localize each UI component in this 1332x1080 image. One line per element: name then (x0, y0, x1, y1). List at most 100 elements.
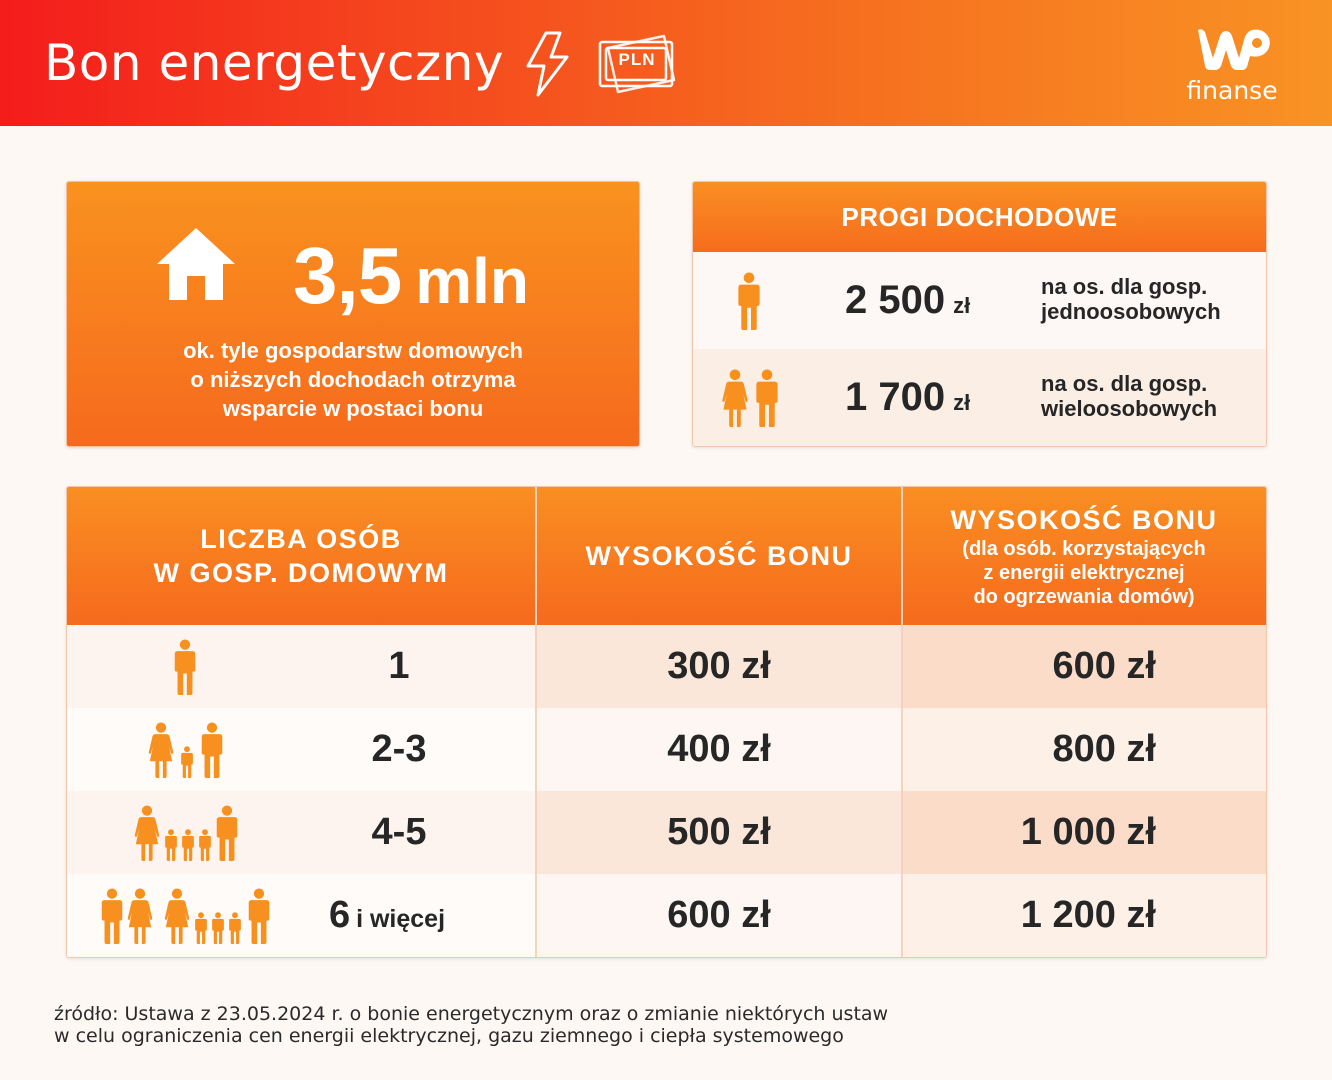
voucher-heating-cell: 1 000 zł (902, 791, 1266, 874)
woman-icon (127, 888, 153, 944)
child-icon (195, 912, 207, 944)
man-icon (756, 369, 778, 427)
threshold-note-line: wieloosobowych (1041, 396, 1218, 421)
stat-desc-line: wsparcie w postaci bonu (222, 396, 484, 421)
voucher-heating-amount: 800 zł (1052, 728, 1156, 770)
households-stat-card: 3,5 mln ok. tyle gospodarstw domowych o n… (66, 181, 640, 447)
source-note: źródło: Ustawa z 23.05.2024 r. o bonie e… (54, 1003, 888, 1047)
man-icon (174, 639, 196, 695)
voucher-heating-cell: 800 zł (902, 708, 1266, 791)
voucher-amount-cell: 500 zł (536, 791, 902, 874)
household-size-cell: 2-3 (67, 708, 535, 791)
lightning-bolt-icon (526, 31, 569, 97)
threshold-note-line: na os. dla gosp. (1041, 274, 1208, 299)
man-icon (738, 272, 760, 330)
header-subline: z energii elektrycznej (983, 562, 1185, 584)
threshold-value: 1 700 (845, 375, 946, 419)
voucher-amount-cell: 300 zł (536, 625, 902, 708)
threshold-row-single: 2 500 zł na os. dla gosp. jednoosobowych (693, 252, 1266, 349)
household-count: 1 (319, 645, 479, 688)
page-title: Bon energetyczny (44, 34, 505, 92)
wp-logo-icon (1198, 29, 1270, 70)
source-line: źródło: Ustawa z 23.05.2024 r. o bonie e… (54, 1003, 889, 1025)
header-voucher-amount: WYSOKOŚĆ BONU (536, 487, 902, 625)
header-household-size: LICZBA OSÓB W GOSP. DOMOWYM (67, 487, 535, 625)
household-size-cell: 1 (67, 625, 535, 708)
voucher-amount-cell: 400 zł (536, 708, 902, 791)
income-thresholds-panel: PROGI DOCHODOWE 2 500 zł na os. dla gosp.… (692, 181, 1267, 447)
child-icon (229, 912, 241, 944)
voucher-amount-table: LICZBA OSÓB W GOSP. DOMOWYM WYSOKOŚĆ BON… (66, 486, 1267, 958)
man-icon (101, 888, 123, 944)
table-row: 1 300 zł 600 zł (67, 625, 1266, 708)
threshold-currency: zł (953, 390, 971, 415)
header-line: LICZBA OSÓB (200, 524, 402, 554)
table-row: 2-3 400 zł 800 zł (67, 708, 1266, 791)
child-icon (212, 912, 224, 944)
child-icon (182, 829, 194, 861)
child-icon (181, 746, 193, 778)
woman-icon (134, 805, 160, 861)
threshold-amount: 2 500 zł (845, 278, 970, 323)
house-icon (157, 228, 235, 300)
count-value: 4-5 (371, 811, 427, 853)
count-value: 6 (328, 894, 351, 936)
header-banner: Bon energetyczny PLN finanse (0, 0, 1332, 126)
voucher-amount: 300 zł (667, 645, 771, 687)
column-divider (901, 487, 903, 957)
voucher-heating-amount: 1 000 zł (1020, 811, 1156, 853)
threshold-row-multi: 1 700 zł na os. dla gosp. wieloosobowych (693, 349, 1266, 446)
man-icon (216, 805, 238, 861)
header-subline: do ogrzewania domów) (973, 586, 1195, 608)
banknote-icon (598, 34, 676, 94)
woman-icon (164, 888, 190, 944)
voucher-amount: 600 zł (667, 894, 771, 936)
stat-desc-line: o niższych dochodach otrzyma (190, 367, 516, 392)
count-extra: i więcej (356, 905, 446, 933)
child-icon (199, 829, 211, 861)
household-count: 2-3 (319, 728, 479, 771)
count-value: 1 (388, 645, 410, 687)
voucher-heating-amount: 1 200 zł (1020, 894, 1156, 936)
header-line: W GOSP. DOMOWYM (153, 558, 449, 588)
voucher-amount: 400 zł (667, 728, 771, 770)
threshold-note: na os. dla gosp. wieloosobowych (1041, 371, 1217, 421)
source-line: w celu ograniczenia cen energii elektryc… (54, 1025, 844, 1047)
table-row: 4-5 500 zł 1 000 zł (67, 791, 1266, 874)
threshold-note-line: jednoosobowych (1041, 299, 1221, 324)
wp-finanse-logo[interactable]: finanse (1186, 26, 1278, 106)
voucher-heating-cell: 1 200 zł (902, 874, 1266, 957)
stat-number: 3,5 (293, 231, 402, 320)
thresholds-title: PROGI DOCHODOWE (693, 182, 1266, 252)
voucher-amount-cell: 600 zł (536, 874, 902, 957)
voucher-heating-amount: 600 zł (1052, 645, 1156, 687)
man-icon (201, 722, 223, 778)
stat-unit: mln (415, 245, 529, 317)
header-subline: (dla osób. korzystających (962, 538, 1206, 560)
threshold-note: na os. dla gosp. jednoosobowych (1041, 274, 1221, 324)
voucher-heating-cell: 600 zł (902, 625, 1266, 708)
households-count: 3,5 mln (293, 230, 529, 322)
threshold-value: 2 500 (845, 278, 946, 322)
header-line: WYSOKOŚĆ BONU (950, 505, 1218, 535)
stat-desc-line: ok. tyle gospodarstw domowych (183, 338, 523, 363)
column-divider (535, 487, 537, 957)
woman-icon (148, 722, 174, 778)
child-icon (165, 829, 177, 861)
household-count: 4-5 (319, 811, 479, 854)
threshold-amount: 1 700 zł (845, 375, 970, 420)
stat-description: ok. tyle gospodarstw domowych o niższych… (67, 336, 639, 423)
man-icon (248, 888, 270, 944)
table-header-row: LICZBA OSÓB W GOSP. DOMOWYM WYSOKOŚĆ BON… (67, 487, 1266, 625)
header-line: WYSOKOŚĆ BONU (585, 540, 853, 571)
header-voucher-heating: WYSOKOŚĆ BONU (dla osób. korzystających … (902, 487, 1266, 625)
threshold-note-line: na os. dla gosp. (1041, 371, 1208, 396)
voucher-amount: 500 zł (667, 811, 771, 853)
logo-text: finanse (1186, 76, 1278, 105)
banknote-label: PLN (618, 50, 656, 69)
household-size-cell: 4-5 (67, 791, 535, 874)
threshold-currency: zł (953, 293, 971, 318)
